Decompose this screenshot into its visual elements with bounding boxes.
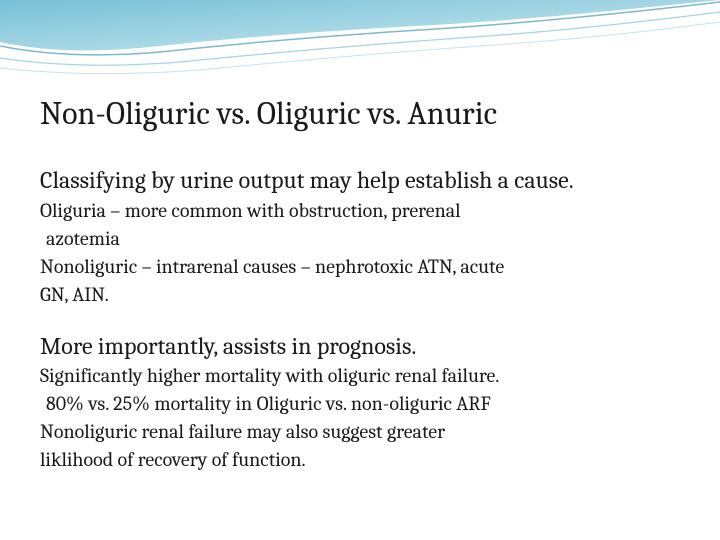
section2-line2: 80% vs. 25% mortality in Oliguric vs. no…	[40, 392, 680, 416]
section-prognosis: More importantly, assists in prognosis. …	[40, 333, 680, 473]
section1-line3: Nonoliguric – intrarenal causes – nephro…	[40, 255, 680, 279]
section1-line2: azotemia	[40, 227, 680, 251]
section-gap	[40, 311, 680, 333]
section1-heading: Classifying by urine output may help est…	[40, 167, 680, 195]
section1-line4: GN, AIN.	[40, 283, 680, 307]
slide: Non-Oliguric vs. Oliguric vs. Anuric Cla…	[0, 0, 720, 540]
wave-svg	[0, 0, 720, 85]
section-classification: Classifying by urine output may help est…	[40, 167, 680, 307]
slide-title: Non-Oliguric vs. Oliguric vs. Anuric	[40, 95, 680, 132]
section2-line3: Nonoliguric renal failure may also sugge…	[40, 420, 680, 444]
section2-heading: More importantly, assists in prognosis.	[40, 333, 680, 361]
wave-decoration	[0, 0, 720, 85]
section2-line4: liklihood of recovery of function.	[40, 448, 680, 472]
section1-line1: Oliguria – more common with obstruction,…	[40, 199, 680, 223]
section2-line1: Significantly higher mortality with olig…	[40, 364, 680, 388]
